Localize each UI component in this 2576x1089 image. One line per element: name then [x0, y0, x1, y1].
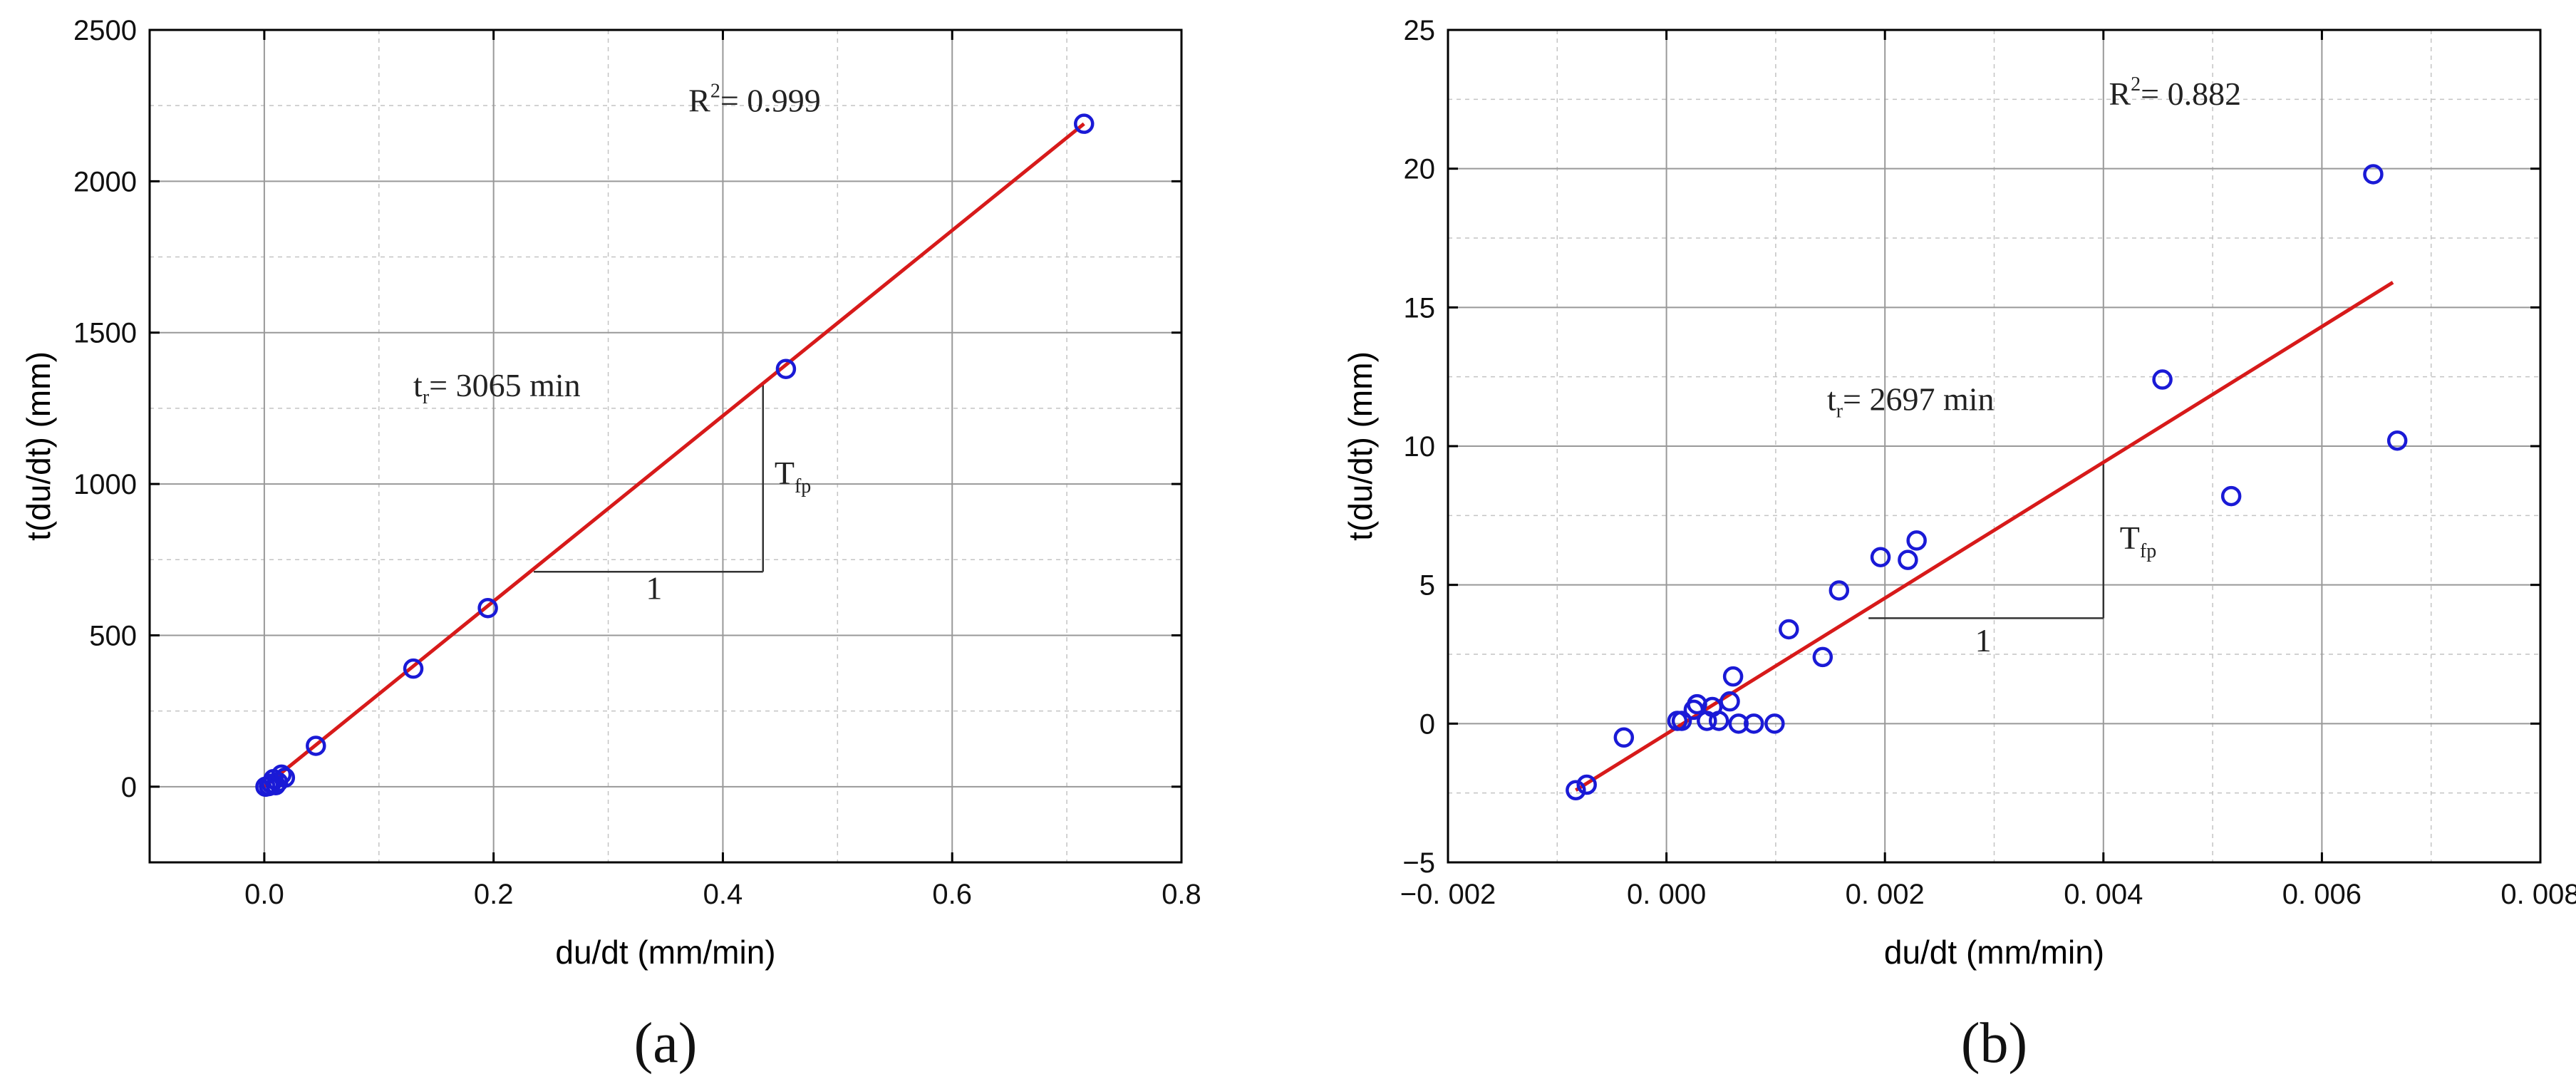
tfp-subscript: fp [2140, 540, 2156, 562]
r2-value: = 0.882 [2141, 76, 2241, 112]
r-squared-annotation: R2= 0.999 [688, 81, 821, 119]
y-tick-label: 0 [121, 772, 137, 803]
x-tick-label: 0.8 [1162, 879, 1201, 910]
data-point [1722, 666, 1744, 687]
slope-rise-label: Tfp [775, 455, 811, 497]
data-point [1728, 713, 1749, 734]
y-tick-label: 5 [1419, 570, 1435, 602]
x-tick-label: 0. 006 [2282, 879, 2362, 910]
panel-b-chart: −0. 002 0. 000 0. 002 0. 004 0. 006 0. 008 −5 0… [1342, 15, 2576, 1075]
data-point [2152, 369, 2173, 390]
x-tick-label: 0. 008 [2500, 879, 2576, 910]
data-point [1812, 646, 1833, 668]
tfp-base: T [2120, 520, 2140, 556]
data-point [1764, 713, 1785, 734]
x-tick-label: 0.2 [474, 879, 514, 910]
data-point [1613, 727, 1635, 748]
tfp-subscript: fp [795, 475, 811, 497]
panel-label: (b) [1961, 1012, 2027, 1075]
data-point [274, 767, 296, 788]
x-tick-label: 0.6 [932, 879, 972, 910]
data-point [1576, 774, 1597, 795]
tr-subscript: r [1836, 400, 1843, 422]
y-tick-label: 1500 [73, 318, 137, 349]
tr-annotation: tr= 2697 min [1827, 381, 1995, 422]
r-squared-annotation: R2= 0.882 [2109, 73, 2241, 112]
panel-label: (a) [634, 1012, 698, 1075]
data-point [306, 736, 326, 756]
y-tick-label: 15 [1404, 292, 1436, 324]
data-point [1073, 113, 1095, 134]
data-point [1719, 691, 1740, 712]
x-tick-label: 0.0 [244, 879, 284, 910]
y-tick-label: 2500 [73, 15, 137, 46]
data-point [2363, 164, 2384, 185]
data-point [1898, 549, 1918, 570]
x-axis-label: du/dt (mm/min) [555, 934, 775, 971]
fit-line [263, 122, 1085, 788]
y-tick-label: 10 [1404, 431, 1436, 463]
tr-value: = 2697 min [1843, 381, 1995, 417]
tr-subscript: r [423, 386, 430, 408]
y-tick-label: −5 [1402, 847, 1435, 879]
x-tick-label: −0. 002 [1400, 879, 1496, 910]
y-tick-label: 1000 [73, 469, 137, 500]
panel-a-chart: 0.0 0.2 0.4 0.6 0.8 0 500 1000 1500 2000 2500 du/dt… [20, 15, 1201, 1075]
r2-value: = 0.999 [720, 83, 821, 119]
tr-base: t [1827, 381, 1836, 417]
x-tick-label: 0. 000 [1627, 879, 1706, 910]
fit-line [1575, 281, 2394, 792]
y-tick-label: 0 [1419, 708, 1435, 740]
data-point [1828, 580, 1850, 601]
y-axis-label: t(du/dt) (mm) [20, 351, 57, 541]
data-point [775, 358, 797, 379]
data-point [477, 597, 498, 619]
data-point [1743, 713, 1764, 734]
data-point [271, 764, 292, 785]
data-point [1779, 619, 1799, 640]
x-tick-label: 0.4 [703, 879, 743, 910]
y-tick-label: 25 [1404, 15, 1436, 46]
slope-run-label: 1 [1975, 622, 1992, 659]
r2-base: R [2109, 76, 2131, 112]
data-point [1708, 711, 1729, 731]
r2-superscript: 2 [710, 81, 720, 103]
x-axis-label: du/dt (mm/min) [1884, 934, 2104, 971]
tr-base: t [413, 367, 423, 403]
data-point [2220, 485, 2242, 507]
data-point [2386, 430, 2408, 451]
x-tick-label: 0. 002 [1846, 879, 1925, 910]
data-point [403, 658, 424, 679]
tr-value: = 3065 min [429, 367, 581, 403]
y-tick-label: 500 [89, 620, 137, 651]
tr-annotation: tr= 3065 min [413, 367, 581, 408]
data-point [1906, 530, 1927, 551]
data-point [1870, 547, 1891, 567]
tfp-base: T [775, 455, 795, 491]
r2-superscript: 2 [2131, 73, 2141, 96]
slope-run-label: 1 [646, 569, 662, 606]
y-axis-label: t(du/dt) (mm) [1342, 351, 1379, 541]
data-point [1566, 780, 1586, 801]
y-tick-label: 2000 [73, 166, 137, 197]
data-point [1671, 711, 1692, 731]
y-tick-label: 20 [1404, 154, 1436, 185]
plot-frame [148, 29, 1183, 864]
x-tick-label: 0. 004 [2064, 879, 2143, 910]
r2-base: R [688, 83, 710, 119]
slope-rise-label: Tfp [2120, 520, 2156, 562]
